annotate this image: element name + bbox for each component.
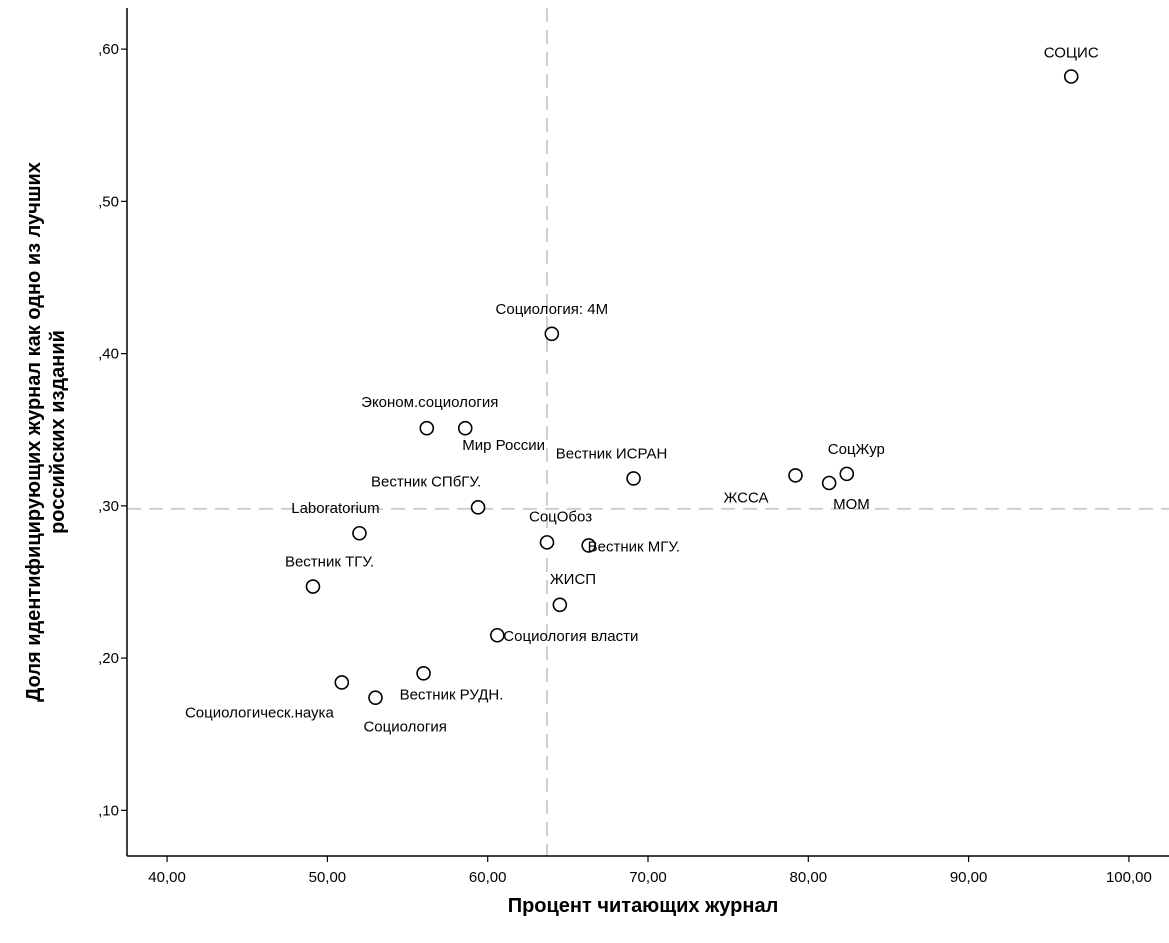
data-point bbox=[490, 627, 505, 643]
x-axis-ticks: 40,00 50,00 60,00 70,00 80,00 90,00 100,00 bbox=[148, 856, 1152, 886]
data-point bbox=[305, 579, 321, 594]
y-tick-label: ,40 bbox=[98, 346, 119, 363]
y-tick-label: ,20 bbox=[98, 650, 119, 667]
data-point bbox=[352, 525, 367, 541]
data-point bbox=[470, 500, 486, 515]
y-axis-title-line2: российских изданий bbox=[47, 330, 69, 534]
y-tick-label: ,30 bbox=[98, 498, 119, 515]
data-point bbox=[1063, 69, 1079, 84]
y-tick-label: ,60 bbox=[98, 41, 119, 58]
data-point bbox=[552, 597, 568, 613]
x-tick-label: 90,00 bbox=[950, 869, 988, 886]
data-point bbox=[416, 666, 431, 681]
y-tick-label: ,10 bbox=[98, 802, 119, 819]
data-point bbox=[368, 690, 383, 705]
data-point bbox=[334, 675, 350, 690]
reference-lines bbox=[127, 8, 1169, 856]
x-tick-label: 40,00 bbox=[148, 869, 186, 886]
point-label: Вестник СПбГУ. bbox=[371, 473, 481, 490]
point-label: МОМ bbox=[833, 496, 870, 513]
data-point bbox=[457, 420, 473, 436]
y-tick-label: ,50 bbox=[98, 193, 119, 210]
x-tick-label: 70,00 bbox=[629, 869, 667, 886]
point-label: Социологическ.наука bbox=[185, 704, 335, 721]
y-axis-title-line1: Доля идентифицирующих журнал как одно из… bbox=[23, 162, 45, 702]
x-tick-label: 50,00 bbox=[309, 869, 347, 886]
point-label: Вестник ТГУ. bbox=[285, 554, 374, 571]
point-label: Социология: 4М bbox=[496, 301, 609, 318]
data-point bbox=[539, 535, 555, 550]
y-axis-ticks: ,10 ,20 ,30 ,40 ,50 ,60 bbox=[98, 41, 127, 819]
data-point bbox=[839, 466, 855, 482]
data-point bbox=[581, 538, 596, 553]
data-point bbox=[821, 475, 837, 491]
point-label: Мир России bbox=[462, 437, 545, 454]
x-axis-title: Процент читающих журнал bbox=[508, 895, 779, 917]
data-point bbox=[788, 468, 803, 483]
data-point bbox=[544, 326, 560, 342]
point-label: Вестник ИСРАН bbox=[556, 445, 668, 462]
data-points bbox=[305, 69, 1079, 705]
x-tick-label: 60,00 bbox=[469, 869, 507, 886]
data-point bbox=[626, 471, 641, 486]
point-label: ЖССА bbox=[723, 489, 768, 506]
point-label: СОЦИС bbox=[1044, 45, 1099, 62]
point-label: СоцЖур bbox=[828, 441, 885, 458]
point-label: Вестник МГУ. bbox=[588, 538, 680, 555]
x-tick-label: 80,00 bbox=[790, 869, 828, 886]
x-tick-label: 100,00 bbox=[1106, 869, 1152, 886]
point-label: Вестник РУДН. bbox=[400, 686, 504, 703]
point-labels: СОЦИС Социология: 4М Эконом.социология Мир … bbox=[185, 45, 1099, 736]
data-point bbox=[419, 420, 435, 436]
point-label: Социология власти bbox=[503, 628, 638, 645]
point-label: Эконом.социология bbox=[361, 394, 498, 411]
point-label: Laboratorium bbox=[291, 500, 379, 517]
point-label: Социология bbox=[363, 719, 446, 736]
point-label: ЖИСП bbox=[550, 571, 596, 588]
point-label: СоцОбоз bbox=[529, 508, 592, 525]
